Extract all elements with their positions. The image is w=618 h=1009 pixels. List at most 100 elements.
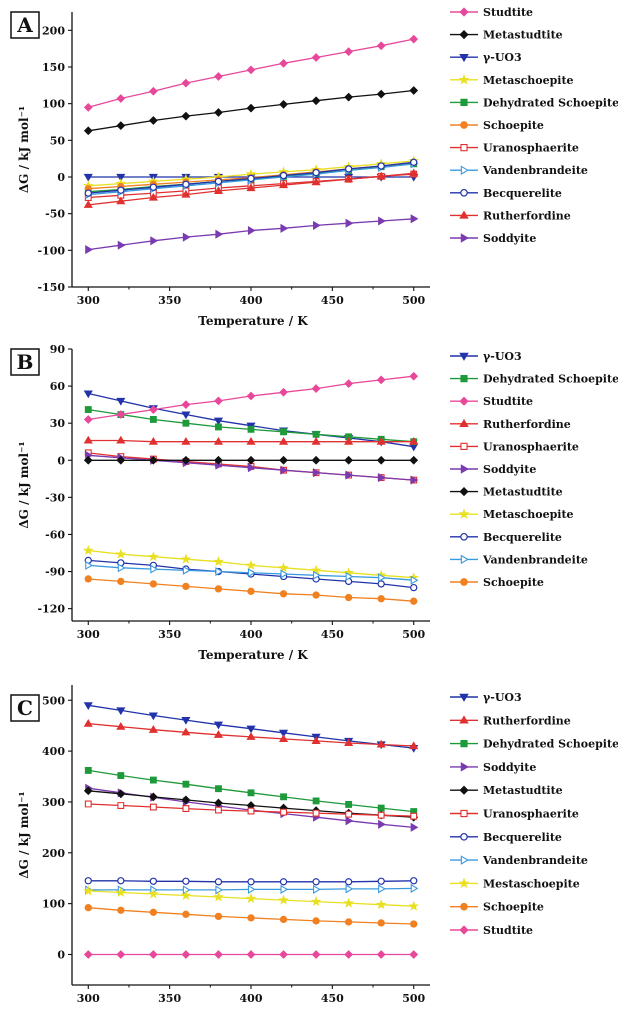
y-tick-label: 0	[57, 454, 65, 467]
data-point	[312, 917, 320, 925]
data-point	[182, 805, 190, 812]
data-point	[410, 877, 418, 885]
data-point	[344, 455, 354, 465]
data-point	[82, 885, 94, 896]
data-point	[246, 725, 256, 734]
legend-marker	[460, 855, 469, 865]
data-point	[215, 806, 222, 814]
data-point	[116, 121, 126, 131]
legend-label: Metastudtite	[483, 29, 563, 42]
data-point	[148, 86, 158, 96]
panel-label-box	[10, 348, 40, 376]
data-point	[116, 455, 126, 465]
legend-label: Rutherfordine	[483, 714, 571, 727]
data-point	[247, 225, 256, 236]
data-point	[378, 473, 386, 483]
legend-label: Metaschoepite	[483, 508, 574, 521]
legend-marker	[460, 809, 468, 818]
data-point	[377, 595, 385, 603]
y-tick-label: -60	[45, 528, 65, 541]
legend-label: Rutherfordine	[483, 418, 571, 431]
data-point	[245, 892, 257, 904]
legend-marker	[460, 740, 468, 748]
panel-a: A -150 -100 -50 0 50 100 150 200 300 350 400 450 500 T…	[10, 6, 618, 328]
series-soddyite	[85, 214, 419, 255]
data-point	[311, 53, 321, 62]
legend-marker	[459, 785, 469, 795]
data-point	[214, 455, 223, 465]
series-dehydrated-schoepite	[84, 766, 418, 816]
legend-label: Studtite	[483, 924, 533, 937]
data-point	[409, 741, 419, 750]
data-point	[410, 822, 419, 832]
x-tick-label: 450	[321, 294, 344, 307]
data-point	[181, 795, 191, 805]
x-tick-label: 500	[402, 628, 425, 641]
data-point	[311, 96, 321, 106]
x-tick-label: 450	[321, 628, 344, 641]
x-tick-label: 350	[158, 294, 181, 307]
legend-marker	[460, 188, 468, 197]
y-axis-label: ΔG / kJ mol⁻¹	[17, 791, 31, 878]
y-tick-label: -30	[45, 491, 65, 504]
data-point	[116, 397, 126, 406]
series-rutherfordine	[83, 718, 419, 750]
y-tick-label: 200	[42, 847, 65, 860]
data-point	[149, 776, 157, 784]
data-point	[410, 920, 418, 928]
x-axis-label: Temperature / K	[198, 648, 308, 662]
data-point	[376, 437, 386, 445]
data-point	[378, 884, 386, 894]
panel-label: C	[17, 696, 33, 720]
data-point	[83, 718, 93, 727]
x-tick-label: 350	[158, 992, 181, 1005]
data-point	[311, 384, 321, 393]
data-point	[345, 470, 354, 480]
legend-label: Metaschoepite	[483, 74, 574, 87]
data-point	[117, 186, 125, 194]
data-point	[312, 809, 320, 817]
series-line	[88, 218, 414, 251]
data-point	[278, 562, 289, 573]
data-point	[83, 786, 93, 796]
data-point	[115, 548, 127, 559]
legend-label: γ-UO3	[483, 691, 522, 704]
legend-label: Dehydrated Schoepite	[483, 373, 618, 386]
x-tick-label: 500	[402, 294, 425, 307]
data-point	[148, 551, 159, 562]
data-point	[83, 435, 93, 444]
data-point	[311, 437, 321, 445]
y-tick-label: -90	[45, 566, 65, 579]
data-point	[344, 738, 354, 747]
data-point	[247, 878, 255, 886]
legend-marker	[459, 693, 469, 702]
data-point	[409, 86, 419, 95]
y-tick-label: -150	[37, 281, 65, 294]
data-point	[148, 725, 158, 733]
legend-marker	[459, 715, 469, 724]
data-point	[82, 544, 94, 556]
data-point	[409, 437, 419, 445]
y-tick-label: 200	[42, 24, 65, 37]
legend-label: Mestaschoepite	[483, 877, 580, 890]
legend-label: Studtite	[483, 6, 533, 19]
data-point	[181, 189, 191, 198]
data-point	[279, 590, 288, 598]
data-point	[148, 116, 158, 125]
data-point	[246, 950, 256, 959]
panel-label-box	[10, 11, 40, 39]
legend-label: Soddyite	[483, 761, 536, 774]
data-point	[83, 950, 93, 959]
data-point	[247, 807, 255, 815]
legend-label: Metastudtite	[483, 486, 563, 499]
data-point	[410, 575, 419, 585]
legend-marker	[459, 210, 469, 219]
legend-marker	[459, 487, 469, 497]
series-mestaschoepite	[82, 885, 420, 911]
data-point	[344, 878, 353, 886]
legend-label: Vandenbrandeite	[482, 854, 588, 867]
y-tick-label: 0	[57, 948, 65, 961]
data-point	[344, 47, 354, 56]
y-tick-label: -120	[37, 603, 65, 616]
